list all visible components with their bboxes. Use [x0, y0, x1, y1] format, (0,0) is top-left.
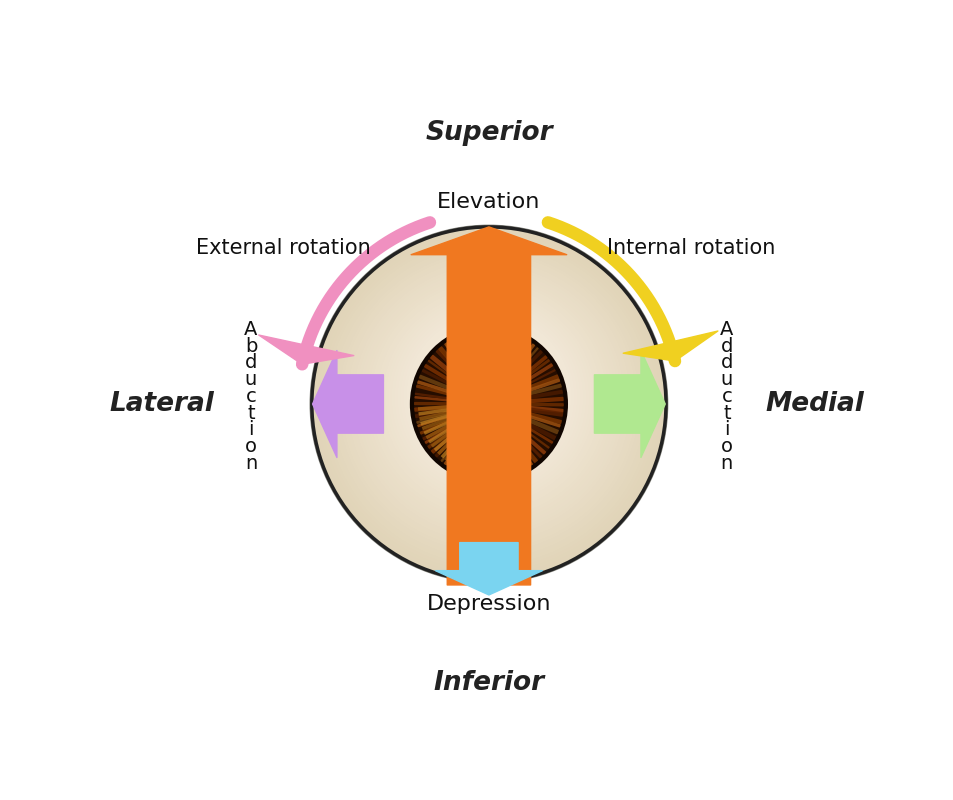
Circle shape — [361, 273, 616, 527]
Circle shape — [403, 311, 574, 482]
Circle shape — [379, 290, 598, 508]
Circle shape — [450, 354, 527, 431]
Text: Superior: Superior — [425, 120, 552, 146]
Circle shape — [323, 238, 654, 568]
Text: A
b
d
u
c
t
i
o
n: A b d u c t i o n — [244, 320, 257, 473]
Circle shape — [353, 265, 624, 537]
Circle shape — [312, 227, 665, 581]
Circle shape — [320, 235, 657, 571]
Circle shape — [391, 300, 586, 495]
Circle shape — [433, 338, 544, 450]
Text: Depression: Depression — [426, 594, 551, 614]
Circle shape — [394, 303, 583, 492]
Circle shape — [430, 335, 547, 454]
Circle shape — [447, 352, 530, 434]
Circle shape — [479, 382, 497, 399]
Circle shape — [314, 230, 662, 578]
Circle shape — [458, 373, 473, 386]
Circle shape — [444, 349, 533, 438]
Circle shape — [309, 225, 668, 583]
Circle shape — [453, 358, 524, 428]
Text: A
d
d
u
c
t
i
o
n: A d d u c t i o n — [720, 320, 733, 473]
Circle shape — [468, 371, 509, 412]
Circle shape — [456, 360, 521, 425]
Circle shape — [456, 372, 520, 436]
Circle shape — [441, 346, 536, 441]
Circle shape — [476, 379, 500, 402]
Circle shape — [368, 278, 609, 521]
Text: Lateral: Lateral — [110, 391, 213, 417]
Circle shape — [388, 298, 589, 498]
Circle shape — [406, 314, 571, 479]
Circle shape — [474, 376, 503, 406]
Circle shape — [438, 344, 538, 444]
Circle shape — [355, 268, 621, 534]
Circle shape — [459, 362, 517, 422]
Circle shape — [371, 282, 606, 518]
Circle shape — [376, 286, 600, 511]
Circle shape — [485, 387, 492, 393]
Circle shape — [326, 241, 651, 565]
Text: Internal rotation: Internal rotation — [607, 238, 775, 258]
Circle shape — [412, 319, 565, 473]
Circle shape — [335, 249, 641, 555]
Circle shape — [427, 333, 550, 457]
Circle shape — [350, 262, 627, 540]
Circle shape — [341, 254, 636, 550]
Circle shape — [423, 330, 554, 460]
Circle shape — [436, 341, 541, 447]
Circle shape — [400, 308, 577, 486]
Circle shape — [338, 251, 639, 553]
Circle shape — [365, 276, 612, 524]
Circle shape — [344, 257, 633, 546]
Circle shape — [385, 294, 592, 502]
Text: External rotation: External rotation — [195, 238, 371, 258]
Circle shape — [397, 306, 579, 489]
Circle shape — [333, 246, 644, 558]
Circle shape — [465, 368, 512, 415]
Circle shape — [412, 327, 565, 481]
Text: Medial: Medial — [764, 391, 863, 417]
Circle shape — [347, 259, 630, 543]
Circle shape — [409, 317, 568, 476]
Circle shape — [374, 284, 603, 514]
Circle shape — [471, 374, 506, 409]
Text: Elevation: Elevation — [436, 192, 540, 212]
Circle shape — [329, 243, 648, 562]
Circle shape — [482, 385, 495, 396]
Circle shape — [358, 270, 618, 530]
Circle shape — [462, 366, 515, 418]
Circle shape — [420, 327, 557, 463]
Circle shape — [415, 322, 562, 470]
Text: Inferior: Inferior — [433, 670, 544, 696]
Circle shape — [382, 292, 595, 505]
Circle shape — [417, 325, 559, 466]
Circle shape — [317, 232, 659, 574]
